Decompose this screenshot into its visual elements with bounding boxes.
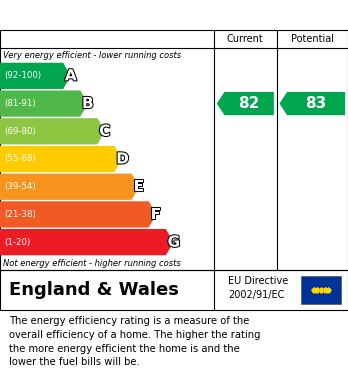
Text: 83: 83 [306, 96, 327, 111]
Text: C: C [99, 124, 110, 139]
Text: D: D [116, 151, 129, 167]
Text: F: F [150, 207, 161, 222]
Polygon shape [217, 92, 274, 115]
Text: (39-54): (39-54) [4, 182, 36, 191]
Text: The energy efficiency rating is a measure of the
overall efficiency of a home. T: The energy efficiency rating is a measur… [9, 316, 260, 367]
Text: Not energy efficient - higher running costs: Not energy efficient - higher running co… [3, 258, 181, 267]
Polygon shape [0, 229, 174, 255]
Text: (55-68): (55-68) [4, 154, 36, 163]
Polygon shape [279, 92, 345, 115]
Text: EU Directive
2002/91/EC: EU Directive 2002/91/EC [228, 276, 288, 300]
Text: (69-80): (69-80) [4, 127, 36, 136]
Text: (92-100): (92-100) [4, 71, 41, 81]
Text: 82: 82 [238, 96, 260, 111]
Text: Current: Current [227, 34, 264, 44]
Text: England & Wales: England & Wales [9, 281, 179, 299]
Text: (21-38): (21-38) [4, 210, 36, 219]
Text: E: E [133, 179, 144, 194]
Polygon shape [0, 63, 71, 89]
Text: Energy Efficiency Rating: Energy Efficiency Rating [9, 8, 230, 23]
Text: (81-91): (81-91) [4, 99, 36, 108]
Bar [301, 276, 341, 305]
Text: Potential: Potential [291, 34, 334, 44]
Polygon shape [0, 118, 105, 144]
Text: A: A [65, 68, 77, 83]
Text: Very energy efficient - lower running costs: Very energy efficient - lower running co… [3, 50, 182, 59]
Text: B: B [82, 96, 94, 111]
Text: (1-20): (1-20) [4, 238, 30, 247]
Polygon shape [0, 201, 156, 228]
Polygon shape [0, 174, 139, 200]
Polygon shape [0, 146, 122, 172]
Polygon shape [0, 90, 88, 117]
Text: G: G [168, 235, 180, 249]
